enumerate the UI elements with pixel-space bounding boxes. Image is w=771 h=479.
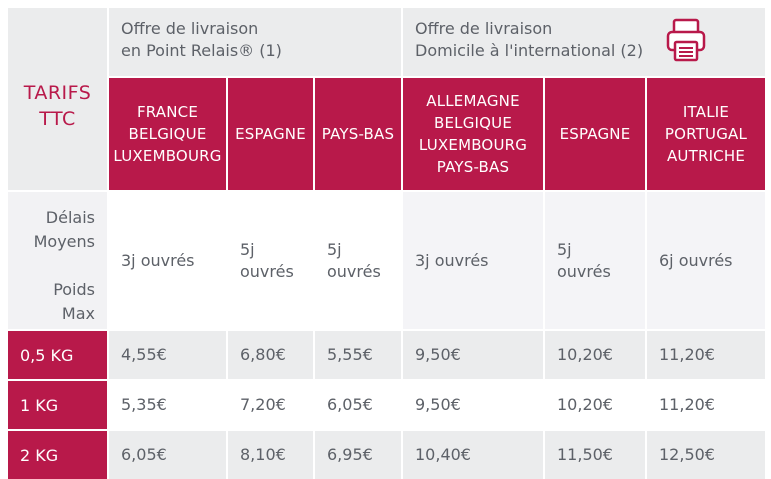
column-header-line: ITALIE [682,103,730,121]
offer-relais-line2: en Point Relais® (1) [121,41,282,60]
price-cell: 9,50€ [403,331,543,379]
column-header-5: ESPAGNE [545,78,645,190]
poids-label-line2: Max [61,304,95,323]
column-header-line: FRANCE [136,103,199,121]
tarifs-label-line2: TTC [39,108,76,130]
delai-text: 5j [327,239,342,259]
price-cell: 6,05€ [109,431,226,479]
delai-text: 6j ouvrés [659,250,733,270]
weight-label: 0,5 KG [8,331,107,379]
column-header-line: PAYS-BAS [436,158,510,176]
delais-label-line2: Moyens [33,232,95,251]
tarifs-label-line1: TARIFS [23,82,92,104]
delai-cell: 3j ouvrés [403,192,543,329]
price-cell: 9,50€ [403,381,543,429]
tarifs-ttc-label: TARIFS TTC [8,8,107,190]
offer-domicile-header: Offre de livraison Domicile à l'internat… [403,8,765,76]
price-cell: 10,40€ [403,431,543,479]
price-cell: 6,05€ [315,381,401,429]
delais-label-line1: Délais [45,208,95,227]
price-cell: 5,55€ [315,331,401,379]
offer-relais-header: Offre de livraison en Point Relais® (1) [109,8,401,76]
price-cell: 6,95€ [315,431,401,479]
price-cell: 11,50€ [545,431,645,479]
column-header-line: AUTRICHE [666,147,746,165]
delai-text: ouvrés [557,261,611,281]
poids-label-line1: Poids [53,280,95,299]
column-header-line: ESPAGNE [559,125,631,143]
weight-label: 2 KG [8,431,107,479]
column-header-line: BELGIQUE [128,125,207,143]
delai-cell: 6j ouvrés [647,192,765,329]
price-cell: 11,20€ [647,331,765,379]
column-header-3: PAYS-BAS [315,78,401,190]
price-cell: 7,20€ [228,381,313,429]
column-header-2: ESPAGNE [228,78,313,190]
delais-poids-label: Délais Moyens Poids Max [8,192,107,329]
delai-text: 3j ouvrés [121,250,195,270]
price-cell: 10,20€ [545,381,645,429]
price-cell: 6,80€ [228,331,313,379]
price-cell: 5,35€ [109,381,226,429]
price-cell: 8,10€ [228,431,313,479]
column-header-line: LUXEMBOURG [113,147,222,165]
column-header-line: ESPAGNE [235,125,306,143]
delai-cell: 5j ouvrés [315,192,401,329]
column-header-1: FRANCE BELGIQUE LUXEMBOURG [109,78,226,190]
offer-domicile-line1: Offre de livraison [415,19,553,38]
printer-icon[interactable] [666,18,706,62]
price-cell: 11,20€ [647,381,765,429]
delai-text: ouvrés [240,261,294,281]
column-header-line: PORTUGAL [664,125,748,143]
offer-relais-line1: Offre de livraison [121,19,259,38]
column-header-6: ITALIE PORTUGAL AUTRICHE [647,78,765,190]
price-cell: 12,50€ [647,431,765,479]
price-cell: 10,20€ [545,331,645,379]
delai-text: 5j [557,239,572,259]
delai-text: 5j [240,239,255,259]
column-header-line: PAYS-BAS [321,125,395,143]
column-header-4: ALLEMAGNE BELGIQUE LUXEMBOURG PAYS-BAS [403,78,543,190]
offer-domicile-line2: Domicile à l'international (2) [415,41,644,60]
delai-cell: 5j ouvrés [545,192,645,329]
column-header-line: LUXEMBOURG [418,136,528,154]
price-cell: 4,55€ [109,331,226,379]
delai-text: 3j ouvrés [415,250,489,270]
column-header-line: ALLEMAGNE [426,92,520,110]
column-header-line: BELGIQUE [433,114,513,132]
delai-text: ouvrés [327,261,381,281]
delai-cell: 3j ouvrés [109,192,226,329]
delai-cell: 5j ouvrés [228,192,313,329]
weight-label: 1 KG [8,381,107,429]
